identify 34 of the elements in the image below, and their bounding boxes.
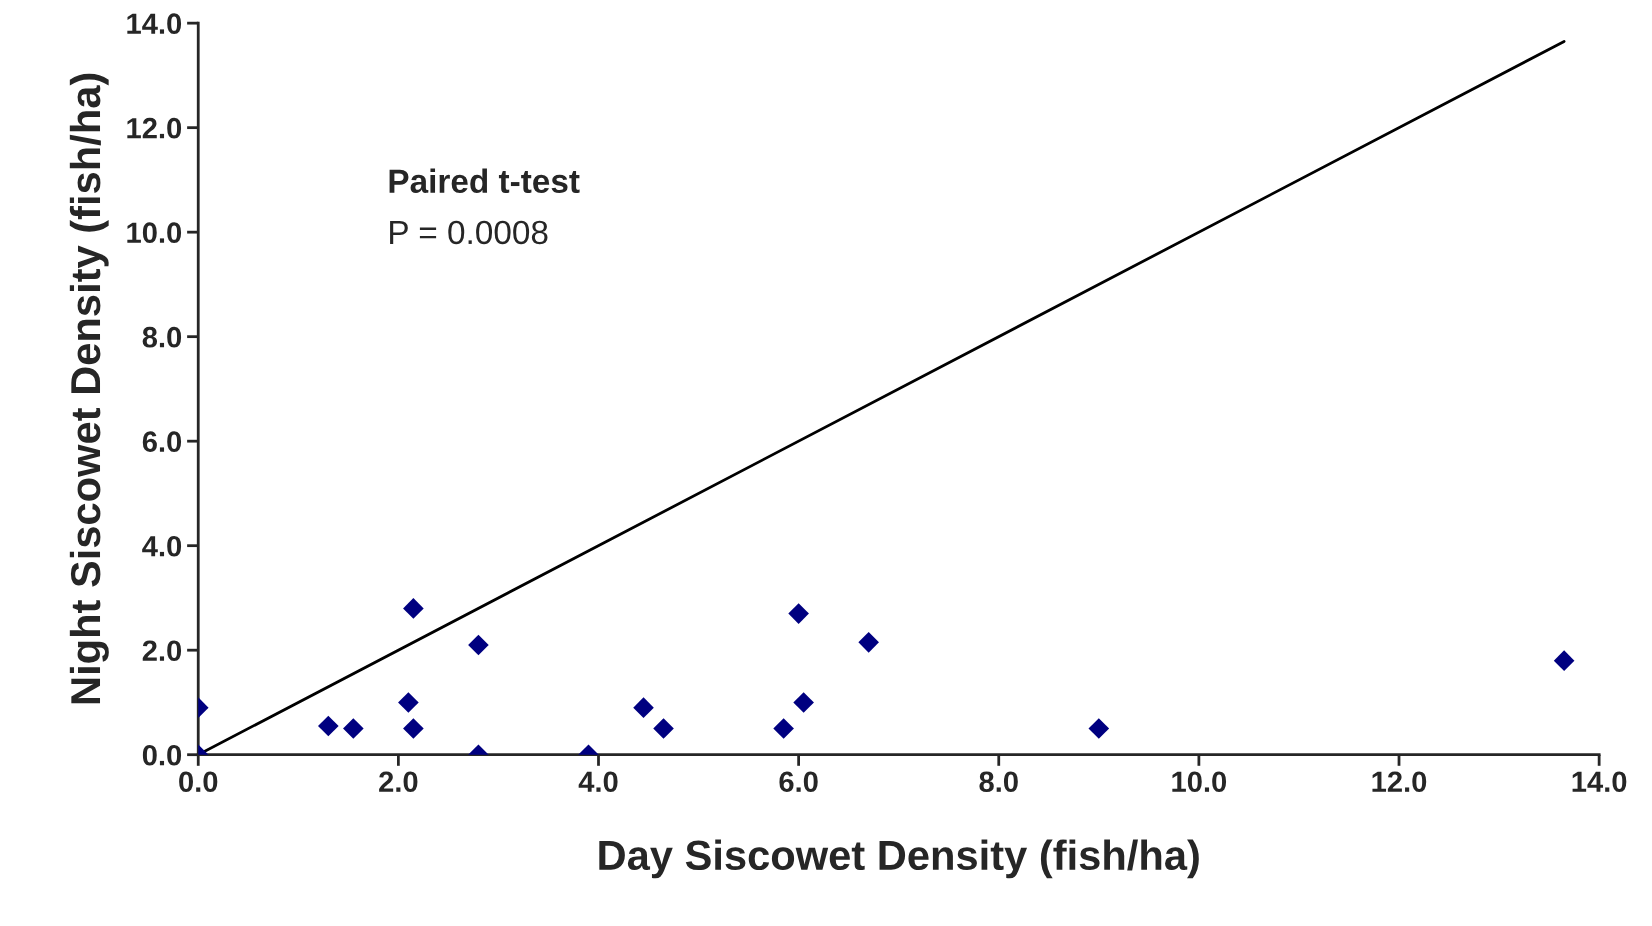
y-tick-label: 4.0	[142, 535, 182, 557]
annotation: P = 0.0008	[390, 220, 548, 245]
x-tick-label: 14.0	[1572, 771, 1627, 793]
point	[1553, 650, 1575, 671]
point	[653, 718, 674, 739]
point	[403, 598, 424, 619]
y-tick-label: 8.0	[142, 326, 182, 348]
point	[343, 718, 364, 739]
point	[773, 718, 794, 739]
x-tick-label: 4.0	[578, 771, 618, 793]
y-tick-label: 10.0	[127, 222, 182, 244]
x-tick-label: 2.0	[379, 771, 418, 793]
y-tick-label: 12.0	[127, 117, 182, 139]
x-tick-label: 8.0	[979, 771, 1018, 793]
y-axis-title: Night Siscowet Density (fish/ha)	[69, 73, 109, 704]
x-tick-label: 12.0	[1372, 771, 1427, 793]
point	[403, 718, 424, 739]
point	[468, 634, 489, 656]
y-tick-label: 14.0	[127, 13, 182, 35]
y-tick-label: 2.0	[142, 640, 182, 662]
point	[318, 715, 339, 737]
x-axis-title: Day Siscowet Density (fish/ha)	[599, 839, 1199, 879]
point	[398, 692, 419, 713]
x-tick-label: 10.0	[1172, 771, 1227, 793]
x-tick-label: 0.0	[179, 771, 218, 793]
point	[858, 632, 879, 653]
point	[793, 692, 814, 713]
point	[633, 697, 654, 718]
point	[788, 603, 809, 624]
y-tick-label: 6.0	[142, 431, 182, 453]
x-tick-label: 6.0	[779, 771, 818, 793]
y-tick-label: 0.0	[142, 744, 182, 766]
point	[1088, 718, 1110, 739]
annotation: Paired t-test	[389, 168, 580, 194]
